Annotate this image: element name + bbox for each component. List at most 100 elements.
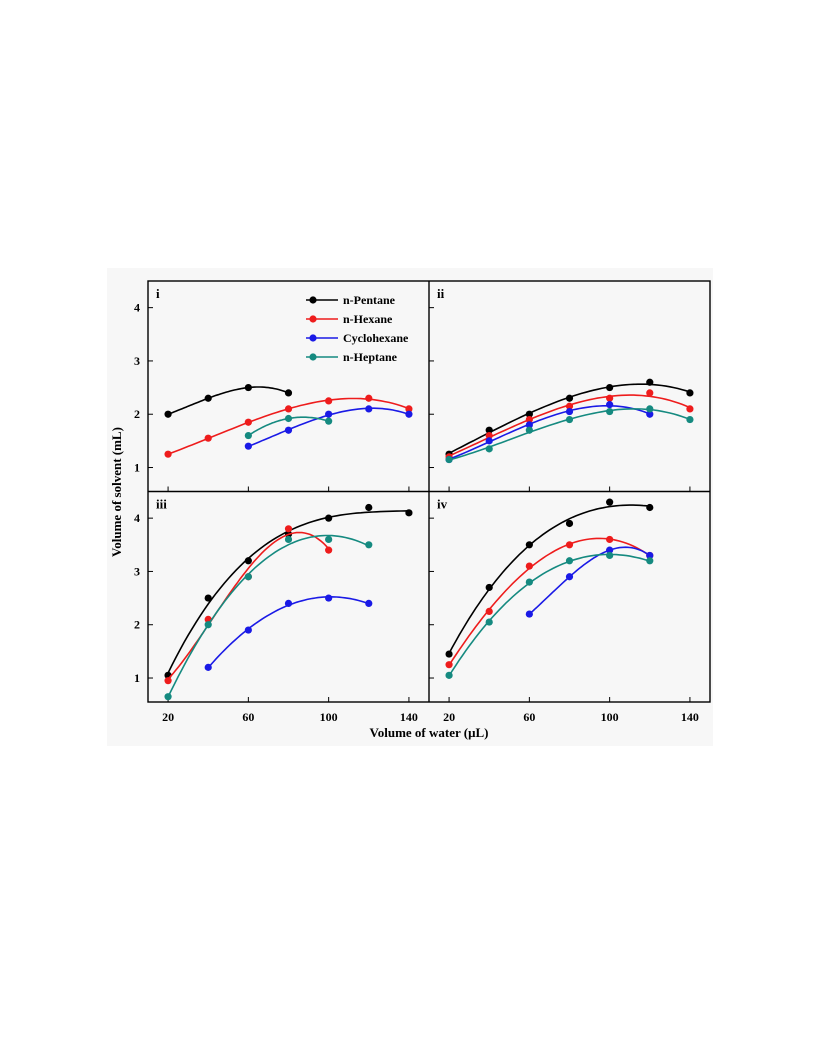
- data-point-n-heptane: [244, 573, 252, 581]
- data-point-cyclohexane: [485, 437, 493, 445]
- legend-entry: n-Heptane: [343, 350, 398, 364]
- legend-swatch-marker: [309, 296, 317, 304]
- data-point-n-hexane: [485, 431, 493, 440]
- data-point-n-pentane: [525, 541, 533, 549]
- y-axis-title: Volume of solvent (mL): [109, 427, 124, 557]
- data-point-n-heptane: [244, 431, 252, 440]
- data-point-n-heptane: [325, 417, 333, 425]
- series-line-n-hexane: [448, 537, 651, 666]
- data-point-cyclohexane: [646, 410, 654, 418]
- data-point-n-hexane: [646, 389, 654, 397]
- data-point-n-hexane: [164, 450, 172, 458]
- y-tick-label: 1: [134, 671, 140, 685]
- data-point-cyclohexane: [325, 594, 333, 602]
- data-point-n-heptane: [485, 445, 493, 453]
- data-point-n-heptane: [565, 557, 574, 565]
- series-line-n-pentane: [167, 386, 289, 415]
- data-point-n-pentane: [606, 498, 614, 506]
- data-point-n-heptane: [525, 578, 533, 586]
- x-tick-label: 140: [681, 710, 699, 724]
- y-tick-label: 2: [134, 618, 140, 632]
- figure-background: [107, 268, 713, 746]
- data-point-n-hexane: [244, 418, 252, 426]
- legend: n-Pentane n-Hexane Cyclohexane n-Heptane: [306, 293, 409, 364]
- data-point-n-heptane: [284, 414, 293, 423]
- data-point-n-pentane: [485, 426, 493, 434]
- data-point-n-heptane: [525, 426, 533, 434]
- data-point-n-pentane: [646, 378, 654, 386]
- y-tick-label: 4: [134, 511, 140, 525]
- data-point-n-pentane: [164, 410, 172, 418]
- data-point-n-hexane: [525, 562, 533, 570]
- data-point-n-heptane: [204, 621, 212, 629]
- data-point-n-heptane: [606, 407, 614, 416]
- data-point-cyclohexane: [244, 626, 252, 634]
- panel-iii: iii 1 2 3 4 20 60 100 140: [134, 497, 418, 725]
- data-point-cyclohexane: [405, 410, 413, 418]
- data-point-n-hexane: [325, 546, 333, 554]
- data-point-n-pentane: [445, 650, 453, 658]
- data-point-n-pentane: [284, 389, 293, 397]
- data-point-n-pentane: [565, 519, 574, 528]
- data-point-n-pentane: [485, 583, 493, 592]
- data-point-n-pentane: [325, 514, 333, 522]
- x-tick-label: 60: [523, 710, 535, 724]
- data-point-n-heptane: [686, 415, 694, 424]
- series-line-n-pentane: [448, 504, 650, 654]
- data-point-n-pentane: [405, 509, 413, 517]
- data-point-n-pentane: [525, 410, 533, 418]
- data-point-cyclohexane: [606, 401, 614, 409]
- legend-swatch-marker: [309, 353, 317, 361]
- data-point-cyclohexane: [325, 410, 333, 418]
- panel-i: i 1 2 3 4: [134, 286, 413, 492]
- x-axis-title: Volume of water (μL): [370, 725, 489, 740]
- data-point-cyclohexane: [284, 599, 293, 608]
- data-point-cyclohexane: [244, 442, 252, 450]
- data-point-n-hexane: [606, 535, 614, 544]
- data-point-n-hexane: [565, 541, 574, 549]
- x-tick-label: 20: [443, 710, 455, 724]
- data-point-cyclohexane: [204, 663, 212, 671]
- data-point-n-pentane: [565, 394, 574, 402]
- data-point-n-pentane: [204, 394, 212, 402]
- data-point-cyclohexane: [646, 551, 654, 560]
- data-point-n-pentane: [646, 503, 654, 512]
- x-tick-label: 100: [601, 710, 619, 724]
- panel-label: ii: [437, 286, 445, 301]
- legend-swatch-marker: [309, 334, 317, 342]
- series-line-cyclohexane: [448, 405, 651, 460]
- data-point-cyclohexane: [525, 610, 533, 618]
- data-point-n-heptane: [365, 541, 373, 549]
- data-point-n-heptane: [565, 415, 574, 424]
- data-point-cyclohexane: [284, 426, 293, 434]
- data-point-n-hexane: [405, 405, 413, 413]
- data-point-n-heptane: [606, 551, 614, 560]
- data-point-cyclohexane: [365, 405, 373, 413]
- x-tick-label: 140: [400, 710, 418, 724]
- data-point-n-hexane: [445, 661, 453, 669]
- panel-iv: iv 20 60 100 140: [429, 497, 699, 724]
- data-point-n-heptane: [325, 535, 333, 544]
- data-point-n-heptane: [485, 618, 493, 626]
- data-point-n-hexane: [204, 434, 212, 442]
- series-line-n-hexane: [167, 531, 330, 680]
- data-point-cyclohexane: [565, 407, 574, 416]
- y-tick-label: 4: [134, 301, 140, 315]
- series-line-cyclohexane: [528, 546, 651, 615]
- data-point-cyclohexane: [606, 546, 614, 554]
- x-tick-label: 20: [162, 710, 174, 724]
- y-tick-label: 2: [134, 407, 140, 421]
- data-point-n-pentane: [244, 557, 252, 565]
- data-point-n-heptane: [445, 671, 453, 679]
- data-point-n-pentane: [686, 389, 694, 397]
- legend-swatch-marker: [309, 315, 317, 323]
- data-point-n-heptane: [164, 693, 172, 701]
- panel-label: iii: [156, 497, 167, 512]
- data-point-n-hexane: [606, 394, 614, 402]
- data-point-n-pentane: [204, 594, 212, 602]
- data-point-cyclohexane: [365, 599, 373, 608]
- panel-ii: ii: [429, 286, 694, 492]
- data-point-n-pentane: [365, 503, 373, 512]
- y-tick-label: 1: [134, 461, 140, 475]
